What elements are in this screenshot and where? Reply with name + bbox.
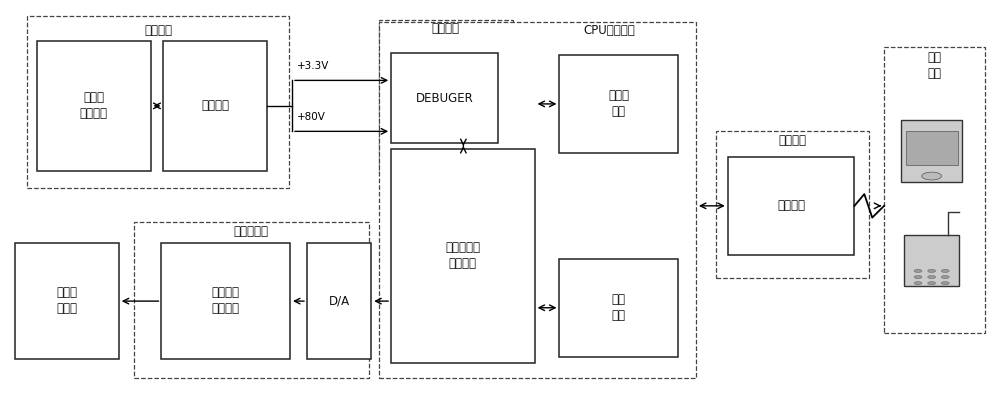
Text: 电流源模块: 电流源模块 bbox=[233, 225, 268, 238]
Text: DEBUGER: DEBUGER bbox=[416, 91, 473, 105]
Circle shape bbox=[941, 269, 949, 272]
Circle shape bbox=[928, 282, 936, 285]
Bar bbox=[15, 243, 119, 359]
Text: 存储器
电路: 存储器 电路 bbox=[608, 89, 629, 118]
Bar bbox=[559, 55, 678, 153]
Bar bbox=[27, 17, 289, 188]
Bar bbox=[379, 21, 696, 378]
Bar bbox=[716, 131, 869, 278]
Bar bbox=[161, 243, 290, 359]
Bar bbox=[163, 41, 267, 171]
Circle shape bbox=[922, 172, 942, 180]
Text: 调试模块: 调试模块 bbox=[432, 22, 460, 35]
Circle shape bbox=[941, 282, 949, 285]
Text: +80V: +80V bbox=[297, 112, 326, 122]
Text: +3.3V: +3.3V bbox=[297, 61, 329, 70]
Text: 电源模块: 电源模块 bbox=[144, 23, 172, 36]
Bar bbox=[901, 120, 962, 182]
Text: CPU核心模块: CPU核心模块 bbox=[583, 23, 635, 36]
Circle shape bbox=[928, 276, 936, 279]
Text: D/A: D/A bbox=[329, 294, 350, 307]
Bar bbox=[728, 157, 854, 255]
Bar bbox=[391, 149, 535, 363]
Bar bbox=[559, 259, 678, 357]
Bar bbox=[391, 53, 498, 143]
Circle shape bbox=[914, 282, 922, 285]
Bar bbox=[906, 131, 958, 165]
Circle shape bbox=[941, 276, 949, 279]
Text: 可穿戴
式电极: 可穿戴 式电极 bbox=[56, 286, 77, 315]
Text: 电池及
充电模块: 电池及 充电模块 bbox=[80, 91, 108, 120]
Bar bbox=[884, 47, 985, 333]
Text: 蓝牙接口: 蓝牙接口 bbox=[777, 199, 805, 212]
Circle shape bbox=[914, 276, 922, 279]
Bar bbox=[37, 41, 151, 171]
Text: 无线低功耗
片上系统: 无线低功耗 片上系统 bbox=[445, 241, 480, 270]
Text: 电压转换: 电压转换 bbox=[201, 99, 229, 112]
Bar bbox=[307, 243, 371, 359]
Bar bbox=[379, 20, 513, 173]
Bar bbox=[134, 221, 369, 378]
Text: 辅助
电路: 辅助 电路 bbox=[612, 293, 626, 322]
Text: 双极性电
流源模块: 双极性电 流源模块 bbox=[212, 286, 240, 315]
Circle shape bbox=[914, 269, 922, 272]
Bar bbox=[904, 235, 959, 286]
Text: 通信模块: 通信模块 bbox=[778, 135, 806, 147]
Circle shape bbox=[928, 269, 936, 272]
Text: 移动
终端: 移动 终端 bbox=[928, 51, 942, 80]
